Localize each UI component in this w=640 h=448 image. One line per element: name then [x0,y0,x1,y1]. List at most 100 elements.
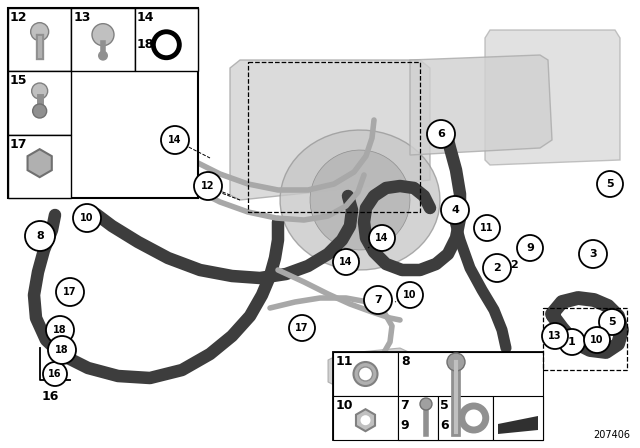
Text: 18: 18 [55,345,69,355]
Circle shape [333,249,359,275]
Text: 6: 6 [440,419,449,432]
Bar [398,352,543,440]
Text: 7: 7 [400,399,409,412]
Circle shape [92,24,114,46]
Bar [333,352,398,396]
Polygon shape [410,55,552,155]
Text: 10: 10 [336,399,353,412]
Circle shape [73,204,101,232]
Text: 16: 16 [48,369,61,379]
Text: 3: 3 [589,249,597,259]
Text: 4: 4 [451,205,459,215]
Circle shape [46,316,74,344]
Circle shape [154,32,179,58]
Text: 6: 6 [437,129,445,139]
Circle shape [31,83,47,99]
Text: 9: 9 [400,419,408,432]
Text: 207406: 207406 [593,430,630,440]
Text: 10: 10 [80,213,93,223]
Bar [134,8,198,71]
Bar [8,8,71,71]
Circle shape [599,309,625,335]
Circle shape [25,221,55,251]
Text: 11: 11 [480,223,493,233]
Circle shape [43,362,67,386]
Circle shape [517,235,543,261]
Bar [8,71,71,135]
Circle shape [474,215,500,241]
Circle shape [194,172,222,200]
Polygon shape [28,149,52,177]
Text: 10: 10 [590,335,604,345]
Polygon shape [310,150,410,250]
Text: 5: 5 [608,317,616,327]
Circle shape [447,353,465,371]
Text: 7: 7 [374,295,382,305]
Text: 18: 18 [53,325,67,335]
Polygon shape [498,416,538,434]
Text: 14: 14 [168,135,182,145]
Circle shape [158,37,174,53]
Text: 12: 12 [201,181,215,191]
Polygon shape [356,409,375,431]
Text: 12: 12 [10,11,28,24]
Text: 13: 13 [74,11,91,24]
Text: 2: 2 [493,263,501,273]
Bar [333,352,543,440]
Bar [8,135,71,198]
Circle shape [98,51,108,60]
Circle shape [597,171,623,197]
Text: 11: 11 [336,355,353,368]
Circle shape [161,126,189,154]
Text: 18: 18 [137,39,154,52]
Circle shape [559,329,585,355]
Polygon shape [230,60,430,200]
Text: 14: 14 [339,257,353,267]
Circle shape [397,282,423,308]
Polygon shape [485,30,620,165]
Text: 1: 1 [568,337,576,347]
Bar [398,396,438,440]
Text: 17: 17 [63,287,77,297]
Circle shape [542,323,568,349]
Text: 14: 14 [137,11,154,24]
Text: 10: 10 [403,290,417,300]
Text: 15: 15 [10,74,28,87]
Text: 17: 17 [295,323,308,333]
Text: 16: 16 [42,390,59,403]
Polygon shape [280,130,440,270]
Bar [493,396,543,440]
Text: 13: 13 [548,331,562,341]
Text: 17: 17 [10,138,28,151]
Bar [543,308,627,370]
Polygon shape [328,348,415,390]
Circle shape [420,398,432,410]
Circle shape [369,225,395,251]
Bar [248,62,420,212]
Circle shape [353,362,378,386]
Circle shape [441,196,469,224]
Circle shape [56,278,84,306]
Text: 8: 8 [36,231,44,241]
Bar [8,8,198,198]
Text: 14: 14 [375,233,388,243]
Circle shape [33,104,47,118]
Bar [438,396,493,440]
Bar [71,8,134,71]
Text: 5: 5 [606,179,614,189]
Circle shape [360,415,371,425]
Circle shape [48,336,76,364]
Text: 2: 2 [510,260,518,270]
Circle shape [579,240,607,268]
Circle shape [584,327,610,353]
Text: 9: 9 [526,243,534,253]
Text: 5: 5 [440,399,449,412]
Text: 8: 8 [401,355,410,368]
Bar [333,396,398,440]
Circle shape [427,120,455,148]
Circle shape [364,286,392,314]
Circle shape [31,23,49,41]
Circle shape [358,367,372,381]
Circle shape [483,254,511,282]
Circle shape [289,315,315,341]
